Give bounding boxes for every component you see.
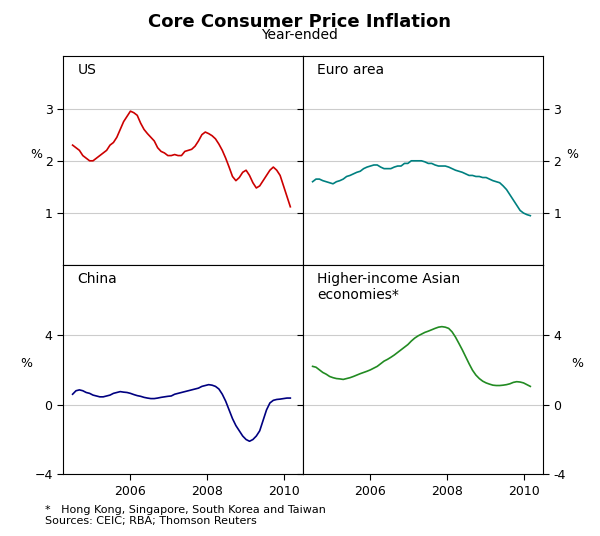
Y-axis label: %: % xyxy=(31,148,43,161)
Y-axis label: %: % xyxy=(571,357,583,370)
Text: Year-ended: Year-ended xyxy=(262,28,338,42)
Text: Core Consumer Price Inflation: Core Consumer Price Inflation xyxy=(149,13,452,32)
Text: Euro area: Euro area xyxy=(317,63,385,77)
Text: US: US xyxy=(77,63,96,77)
Text: *   Hong Kong, Singapore, South Korea and Taiwan: * Hong Kong, Singapore, South Korea and … xyxy=(45,505,326,515)
Y-axis label: %: % xyxy=(20,357,32,370)
Y-axis label: %: % xyxy=(566,148,578,161)
Text: China: China xyxy=(77,272,117,286)
Text: Higher-income Asian
economies*: Higher-income Asian economies* xyxy=(317,272,461,302)
Text: Sources: CEIC; RBA; Thomson Reuters: Sources: CEIC; RBA; Thomson Reuters xyxy=(45,516,257,526)
